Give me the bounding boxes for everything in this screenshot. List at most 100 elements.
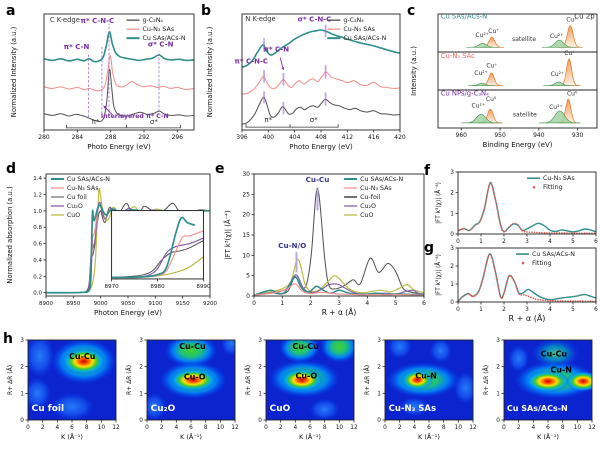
svg-text:Cu²⁺: Cu²⁺ [472,103,486,110]
svg-text:8900: 8900 [39,301,53,307]
svg-text:3: 3 [525,307,529,313]
svg-text:Cu⁺: Cu⁺ [566,17,577,24]
svg-text:8: 8 [561,425,565,431]
svg-text:K (Å⁻¹): K (Å⁻¹) [61,432,83,441]
svg-text:9100: 9100 [148,301,162,307]
svg-text:0: 0 [496,418,500,424]
svg-text:4: 4 [531,425,535,431]
panel-label-c: c [407,3,416,19]
svg-text:3: 3 [337,300,341,307]
svg-text:Cu-Cu: Cu-Cu [292,342,319,351]
svg-text:Cu-Cu: Cu-Cu [541,350,568,359]
svg-text:4: 4 [293,425,297,431]
svg-text:1: 1 [139,391,143,397]
svg-text:Cu-N₃ SAs: Cu-N₃ SAs [543,175,575,182]
svg-text:Cu SAs/ACs-N: Cu SAs/ACs-N [343,35,386,42]
svg-text:Cu SAs/ACs-N: Cu SAs/ACs-N [532,251,575,258]
svg-text:10: 10 [574,425,582,431]
svg-text:15: 15 [242,232,250,239]
svg-text:0: 0 [456,307,460,313]
panel-f-fitting-chart: Cu-N₃ SAs Fitting 0 1 2 3 4 5 6 0 1 2 3 |FT k³(χ)| (Å… [435,170,598,245]
svg-text:|FT k³(χ)| (Å⁻⁴): |FT k³(χ)| (Å⁻⁴) [223,210,232,259]
svg-text:5: 5 [394,300,398,307]
panel-b-n-k-edge-chart: π* σ* N K-edge π* C-N-C π* C-N σ* C-N-C g-C₃N₄… [206,13,406,151]
svg-text:2: 2 [279,425,283,431]
svg-text:0.0: 0.0 [33,291,42,297]
svg-text:1: 1 [20,391,24,397]
svg-text:Cu-N₃ SAs: Cu-N₃ SAs [389,404,436,414]
svg-text:9050: 9050 [121,301,135,307]
svg-text:1.0: 1.0 [33,209,42,215]
svg-text:Normalized Intensity (a.u.): Normalized Intensity (a.u.) [10,26,18,117]
panel-e-exafs-ft-chart: Cu-Cu Cu-N/O Cu SAs/ACs-N Cu-N₃ SAs Cu-foil C… [223,171,426,317]
svg-text:Cu-N: Cu-N [550,366,572,375]
svg-text:12: 12 [469,425,477,431]
svg-text:8: 8 [442,425,446,431]
svg-text:1: 1 [377,391,381,397]
svg-text:408: 408 [315,134,327,141]
svg-text:4: 4 [548,239,552,245]
svg-text:CuO: CuO [270,404,291,414]
svg-text:12: 12 [588,425,596,431]
svg-text:284: 284 [72,134,84,141]
svg-text:R+ ΔR (Å): R+ ΔR (Å) [7,365,14,395]
svg-text:0: 0 [26,425,30,431]
svg-text:420: 420 [394,134,406,141]
svg-text:4: 4 [548,307,552,313]
svg-text:Interlayered π* C-N: Interlayered π* C-N [101,113,169,120]
svg-text:396: 396 [236,134,248,141]
panel-a-c-k-edge-chart: π* σ* C K-edge π* C-N π* C-N-C σ* C-N Interlay… [10,13,195,151]
svg-text:5: 5 [571,307,575,313]
svg-text:3: 3 [525,239,529,245]
svg-text:416: 416 [368,134,380,141]
svg-text:Binding Energy (eV): Binding Energy (eV) [483,141,553,149]
svg-text:2: 2 [258,365,262,371]
svg-text:Cu SAs/ACs-N: Cu SAs/ACs-N [360,176,403,183]
svg-text:0: 0 [450,300,454,306]
svg-text:σ*: σ* [150,118,158,126]
svg-text:Cu foil: Cu foil [32,404,64,414]
svg-text:Cu₂O: Cu₂O [67,203,83,210]
svg-text:8970: 8970 [104,284,119,290]
svg-text:|FT k³(χ)| (Å⁻⁴): |FT k³(χ)| (Å⁻⁴) [435,254,442,296]
svg-text:0: 0 [456,239,460,245]
svg-text:2: 2 [20,365,24,371]
svg-text:π*: π* [264,116,272,124]
svg-text:10: 10 [242,252,250,259]
panel-label-g: g [424,240,435,256]
svg-text:6: 6 [594,307,598,313]
svg-text:4: 4 [365,300,369,307]
svg-text:Fitting: Fitting [532,260,552,267]
panel-label-f: f [424,163,431,179]
svg-text:10: 10 [217,425,225,431]
svg-text:0: 0 [20,418,24,424]
svg-text:N K-edge: N K-edge [245,15,275,23]
svg-text:8: 8 [85,425,89,431]
svg-text:Cu-N₃ SAs: Cu-N₃ SAs [67,185,99,192]
svg-text:4: 4 [174,425,178,431]
svg-text:3: 3 [20,338,24,344]
svg-text:8: 8 [204,425,208,431]
svg-text:Cu-foil: Cu-foil [360,194,380,201]
svg-text:2: 2 [309,300,313,307]
svg-text:20: 20 [242,212,250,219]
svg-text:2: 2 [377,365,381,371]
svg-text:2: 2 [502,307,506,313]
svg-text:3: 3 [450,246,454,252]
svg-text:Normalized absorption (a.u.): Normalized absorption (a.u.) [6,186,14,284]
svg-text:Cu-O: Cu-O [295,372,317,381]
svg-text:10: 10 [336,425,344,431]
svg-text:|FT k³(χ)| (Å⁻⁴): |FT k³(χ)| (Å⁻⁴) [435,182,442,224]
svg-text:1: 1 [450,282,454,288]
svg-text:404: 404 [289,134,301,141]
svg-text:2: 2 [139,365,143,371]
svg-text:Cu 2p: Cu 2p [574,12,595,20]
svg-text:2: 2 [160,425,164,431]
svg-text:1: 1 [479,307,483,313]
svg-text:12: 12 [350,425,358,431]
svg-text:Cu-N: Cu-N [415,372,437,381]
svg-text:6: 6 [427,425,431,431]
svg-text:K (Å⁻¹): K (Å⁻¹) [180,432,202,441]
